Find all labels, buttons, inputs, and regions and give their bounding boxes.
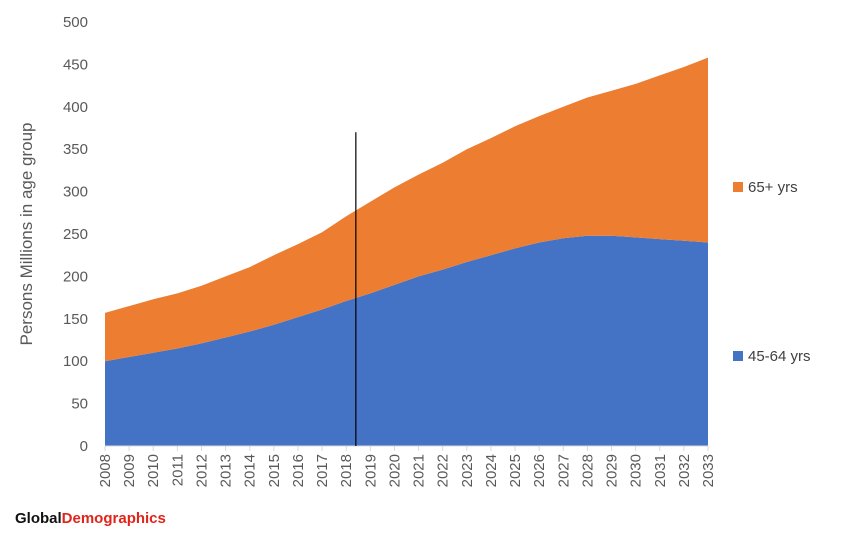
x-tick-label: 2030 [628,454,645,487]
x-tick-label: 2031 [652,454,669,487]
y-axis-ticks: 0 50 100 150 200 250 300 350 400 450 500 [63,14,88,455]
y-tick-label: 50 [71,396,88,413]
y-axis-title: Persons Millions in age group [17,122,36,345]
y-tick-label: 150 [63,311,88,328]
area-series-1 [105,57,708,362]
x-tick-label: 2011 [169,454,186,486]
x-tick-label: 2009 [121,454,138,487]
x-tick-label: 2021 [411,454,428,487]
x-tick-label: 2019 [362,454,379,487]
x-tick-label: 2029 [604,454,621,487]
brand-logo: GlobalDemographics [15,510,166,527]
y-tick-label: 300 [63,184,88,201]
logo-text-global: Global [15,510,62,527]
x-axis-ticks: 2008 2009 2010 2011 2012 2013 2014 2015 2016 2017… [97,446,717,487]
x-tick-label: 2018 [338,454,355,487]
x-tick-label: 2032 [676,454,693,487]
y-tick-label: 0 [80,438,88,455]
x-tick-label: 2025 [507,454,524,487]
x-tick-label: 2020 [386,454,403,487]
area-series-0 [105,235,708,446]
x-tick-label: 2022 [435,454,452,487]
y-tick-label: 350 [63,141,88,158]
x-tick-label: 2008 [97,454,114,487]
legend-label: 65+ yrs [748,179,798,196]
x-tick-label: 2012 [193,454,210,487]
x-tick-label: 2015 [266,454,283,487]
logo-text-demographics: Demographics [61,510,166,527]
y-tick-label: 500 [63,14,88,31]
chart-legend: 65+ yrs 45-64 yrs [733,179,811,365]
x-tick-label: 2016 [290,454,307,487]
x-tick-label: 2024 [483,454,500,487]
y-tick-label: 250 [63,226,88,243]
x-tick-label: 2023 [459,454,476,487]
x-tick-label: 2013 [218,454,235,487]
x-tick-label: 2010 [145,454,162,487]
x-tick-label: 2014 [242,454,259,487]
legend-label: 45-64 yrs [748,348,811,365]
x-tick-label: 2027 [555,454,572,487]
legend-swatch [733,351,743,361]
y-tick-label: 100 [63,353,88,370]
x-tick-label: 2026 [531,454,548,487]
x-tick-label: 2017 [314,454,331,487]
x-tick-label: 2033 [700,454,717,487]
chart-areas [105,57,708,446]
y-tick-label: 400 [63,99,88,116]
legend-swatch [733,182,743,192]
x-tick-label: 2028 [579,454,596,487]
y-tick-label: 450 [63,56,88,73]
y-tick-label: 200 [63,268,88,285]
